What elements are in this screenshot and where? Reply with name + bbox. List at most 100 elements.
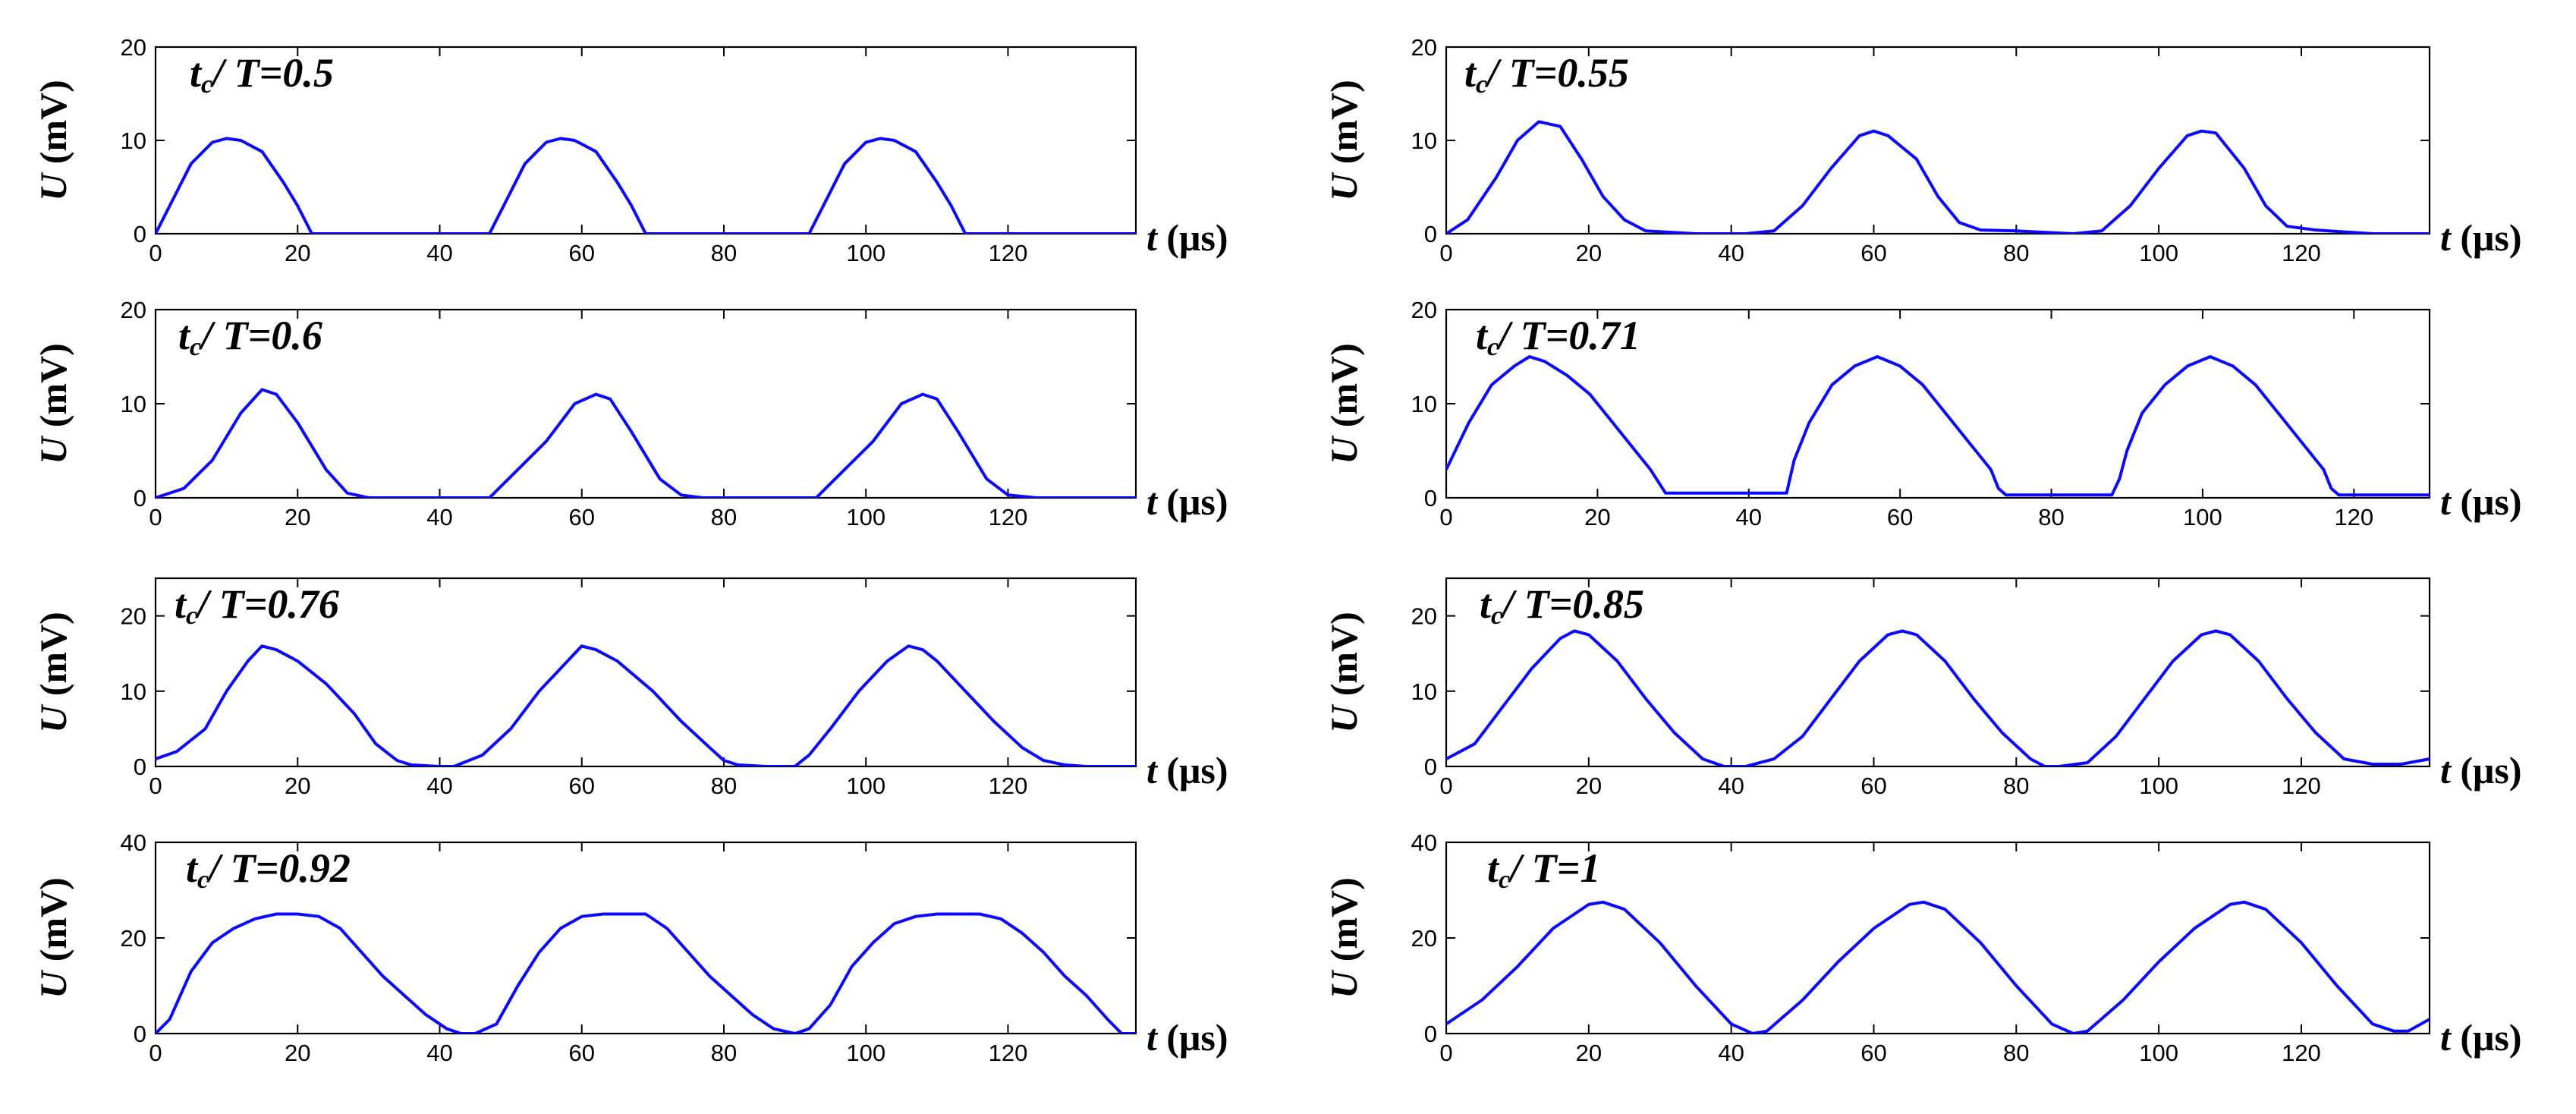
x-tick-label: 60 xyxy=(568,1040,594,1066)
x-tick-label: 20 xyxy=(285,773,310,799)
y-tick-label: 0 xyxy=(134,1021,146,1047)
x-tick-label: 20 xyxy=(1584,504,1610,530)
x-tick-label: 20 xyxy=(285,240,310,266)
y-axis-label: U (mV) xyxy=(1323,612,1365,733)
x-tick-label: 80 xyxy=(711,240,737,266)
x-tick-label: 0 xyxy=(149,1040,162,1066)
panel-annotation: tc/ T=0.85 xyxy=(1480,581,1644,630)
panel-annotation: tc/ T=0.92 xyxy=(186,845,351,894)
y-axis-label: U (mV) xyxy=(1323,343,1365,464)
x-tick-label: 20 xyxy=(1576,1040,1602,1066)
x-axis-label: t (μs) xyxy=(2440,749,2522,791)
y-tick-label: 40 xyxy=(1411,829,1437,856)
panel-a: 0 20 40 60 80 100 120 0 10 20 U (mV) t (μs) tc/ T=0.… xyxy=(32,34,1228,266)
y-tick-label: 20 xyxy=(1411,925,1437,952)
y-tick-label: 0 xyxy=(134,221,146,247)
x-tick-label: 60 xyxy=(1860,1040,1886,1066)
x-tick-label: 60 xyxy=(568,504,594,530)
panel-h: 0 20 40 60 80 100 120 0 20 40 U (mV) t (μs) tc/ T=1 xyxy=(1323,829,2522,1066)
x-axis-label: t (μs) xyxy=(1146,749,1228,791)
x-tick-label: 100 xyxy=(846,1040,885,1066)
x-tick-label: 0 xyxy=(1439,240,1452,266)
y-tick-label: 10 xyxy=(1411,391,1437,417)
y-axis-label: U (mV) xyxy=(1323,877,1365,999)
panel-annotation: tc/ T=0.5 xyxy=(190,50,334,99)
x-tick-label: 0 xyxy=(149,504,162,530)
y-tick-label: 10 xyxy=(121,127,146,154)
x-tick-label: 100 xyxy=(846,773,885,799)
x-tick-label: 0 xyxy=(149,240,162,266)
data-line xyxy=(156,137,1136,234)
data-line xyxy=(1446,629,2430,766)
x-axis-label: t (μs) xyxy=(1146,1016,1228,1059)
axes-frame xyxy=(154,577,1137,768)
data-line xyxy=(156,388,1136,498)
x-tick-label: 120 xyxy=(2282,773,2321,799)
y-tick-label: 20 xyxy=(1411,34,1437,61)
y-tick-label: 10 xyxy=(1411,678,1437,705)
x-tick-label: 0 xyxy=(1439,1040,1452,1066)
panel-d: 0 20 40 60 80 100 120 0 10 20 U (mV) t (μs) tc/ T=0.… xyxy=(1323,297,2522,530)
x-tick-label: 120 xyxy=(989,504,1028,530)
x-tick-label: 100 xyxy=(2139,240,2178,266)
x-tick-label: 60 xyxy=(1860,773,1886,799)
y-axis-label: U (mV) xyxy=(32,80,74,201)
y-tick-label: 20 xyxy=(121,297,146,323)
x-tick-label: 100 xyxy=(2139,773,2178,799)
x-tick-label: 40 xyxy=(1718,240,1744,266)
data-line xyxy=(156,644,1136,766)
data-line xyxy=(156,912,1136,1034)
x-tick-label: 20 xyxy=(285,504,310,530)
x-tick-label: 80 xyxy=(2038,504,2064,530)
axes-frame xyxy=(1445,577,2431,768)
x-tick-label: 120 xyxy=(2282,1040,2321,1066)
y-tick-label: 10 xyxy=(121,391,146,417)
panel-c: 0 20 40 60 80 100 120 0 10 20 U (mV) t (μs) tc/ T=0.… xyxy=(32,297,1228,530)
panel-f: 0 20 40 60 80 100 120 0 10 20 U (mV) t (μs) tc/ T=0.… xyxy=(1323,577,2522,799)
y-tick-label: 20 xyxy=(121,603,146,630)
x-tick-label: 20 xyxy=(285,1040,310,1066)
x-tick-label: 100 xyxy=(846,240,885,266)
x-tick-label: 40 xyxy=(426,1040,452,1066)
y-tick-label: 10 xyxy=(1411,127,1437,154)
x-tick-label: 80 xyxy=(711,504,737,530)
x-tick-label: 60 xyxy=(1860,240,1886,266)
x-tick-label: 0 xyxy=(1439,504,1452,530)
x-tick-label: 120 xyxy=(989,1040,1028,1066)
x-tick-label: 40 xyxy=(426,773,452,799)
data-line xyxy=(1446,900,2430,1034)
panel-annotation: tc/ T=0.71 xyxy=(1476,313,1640,361)
x-tick-label: 80 xyxy=(2003,240,2029,266)
x-axis-label: t (μs) xyxy=(2440,216,2522,259)
x-tick-label: 60 xyxy=(568,773,594,799)
y-tick-label: 20 xyxy=(121,34,146,61)
panel-annotation: tc/ T=0.6 xyxy=(178,313,322,361)
x-tick-label: 120 xyxy=(989,240,1028,266)
y-tick-label: 0 xyxy=(1424,754,1437,780)
x-axis-label: t (μs) xyxy=(1146,480,1228,523)
x-tick-label: 80 xyxy=(2003,773,2029,799)
x-tick-label: 60 xyxy=(1887,504,1913,530)
x-tick-label: 100 xyxy=(2183,504,2222,530)
panel-e: 0 20 40 60 80 100 120 0 10 20 U (mV) t (μs) tc/ T=0.… xyxy=(32,577,1228,799)
y-tick-label: 20 xyxy=(121,925,146,952)
x-tick-label: 120 xyxy=(989,773,1028,799)
y-tick-label: 0 xyxy=(1424,221,1437,247)
y-tick-label: 40 xyxy=(121,829,146,856)
panel-annotation: tc/ T=0.55 xyxy=(1464,50,1629,99)
x-tick-label: 40 xyxy=(1736,504,1762,530)
x-axis-label: t (μs) xyxy=(2440,1016,2522,1059)
x-tick-label: 60 xyxy=(568,240,594,266)
x-tick-label: 100 xyxy=(846,504,885,530)
y-tick-label: 10 xyxy=(121,678,146,705)
y-tick-label: 0 xyxy=(1424,485,1437,511)
x-tick-label: 120 xyxy=(2282,240,2321,266)
panel-annotation: tc/ T=1 xyxy=(1487,845,1600,894)
y-tick-label: 0 xyxy=(134,754,146,780)
x-tick-label: 20 xyxy=(1576,773,1602,799)
y-tick-label: 20 xyxy=(1411,603,1437,630)
y-tick-label: 20 xyxy=(1411,297,1437,323)
panel-annotation: tc/ T=0.76 xyxy=(175,581,339,630)
x-tick-label: 0 xyxy=(149,773,162,799)
